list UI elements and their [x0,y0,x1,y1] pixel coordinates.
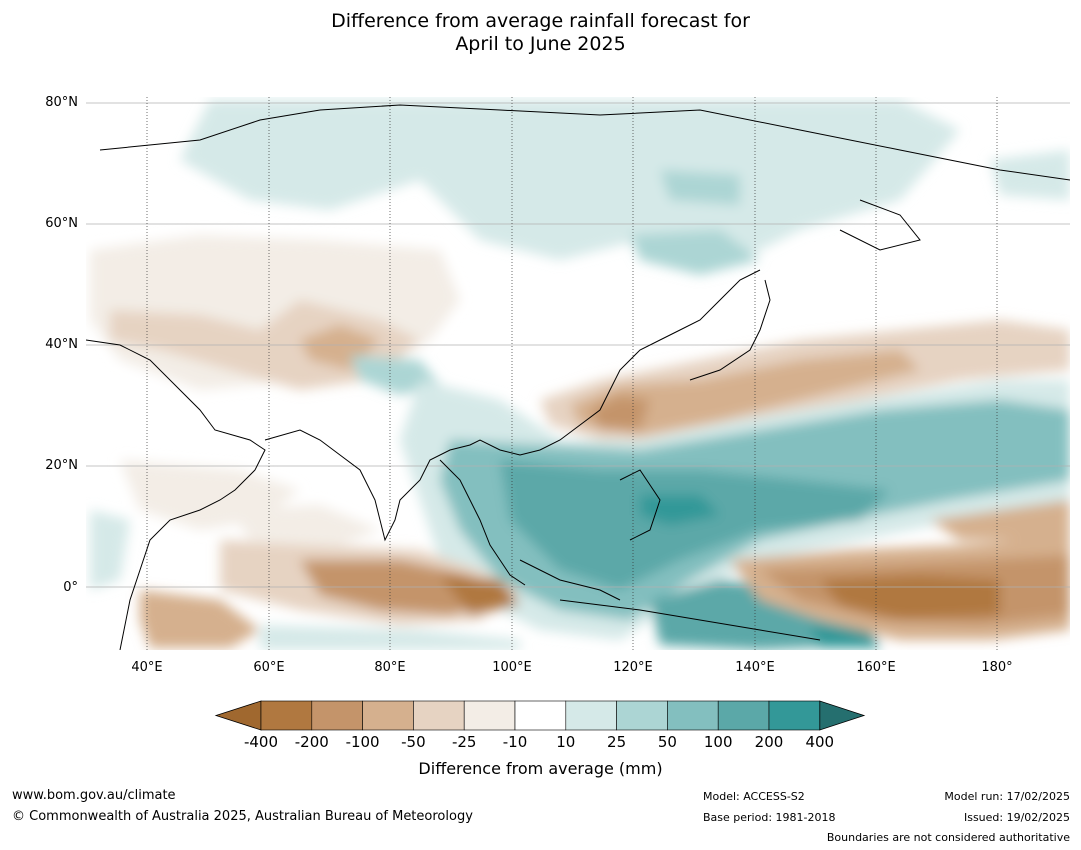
colorbar-segment [565,700,617,731]
coastlines [86,104,1070,650]
colorbar-tick-label: -400 [243,733,279,751]
colorbar-tick-label: -50 [401,733,426,751]
rainfall-map [86,97,1070,650]
colorbar-tick-label: -25 [451,733,477,751]
colorbar-segment [413,700,465,731]
colorbar-tick-label: 50 [657,733,677,751]
lon-label-40e: 40°E [131,660,163,675]
model-run-text: Model run: 17/02/2025 [944,790,1070,803]
colorbar-segment [463,700,516,731]
colorbar [214,700,866,731]
lon-label-120e: 120°E [613,660,653,675]
lon-label-80e: 80°E [374,660,406,675]
colorbar-segment [260,700,313,731]
colorbar-segment [667,700,719,731]
map-area: 80°N 60°N 40°N 20°N 0° 40°E 60°E 80°E 10… [45,95,1070,675]
map-title: Difference from average rainfall forecas… [0,10,1081,56]
colorbar-arrow-low [214,700,262,731]
colorbar-tick-label: -100 [345,733,380,751]
colorbar-segment [717,700,770,731]
lon-label-140e: 140°E [735,660,775,675]
colorbar-title: Difference from average (mm) [418,759,663,778]
colorbar-segment [362,700,414,731]
issued-text: Issued: 19/02/2025 [963,811,1070,824]
lon-label-100e: 100°E [492,660,532,675]
disclaimer-text: Boundaries are not considered authoritat… [826,831,1070,844]
colorbar-tick-label: -10 [502,733,528,751]
model-text: Model: ACCESS-S2 [703,790,805,803]
lat-label-0: 0° [63,580,78,595]
lat-label-60n: 60°N [45,216,78,231]
colorbar-arrow-high [819,700,866,731]
title-line-2: April to June 2025 [455,33,626,55]
colorbar-tick-label: -200 [294,733,329,751]
lon-label-60e: 60°E [253,660,285,675]
lat-label-20n: 20°N [45,458,78,473]
base-period-text: Base period: 1981-2018 [703,811,836,824]
colorbar-tick-label: 200 [754,733,784,751]
colorbar-tick-label: 10 [556,733,576,751]
lon-label-180: 180° [981,660,1013,675]
anomaly-field [86,97,1070,650]
copyright-text: © Commonwealth of Australia 2025, Austra… [12,809,473,824]
lat-label-80n: 80°N [45,95,78,110]
latitude-gridlines [86,102,1070,588]
lon-label-160e: 160°E [856,660,896,675]
colorbar-segment [768,700,821,731]
colorbar-tick-label: 100 [703,733,733,751]
colorbar-segment [514,700,567,731]
colorbar-segment [311,700,363,731]
colorbar-segment [616,700,668,731]
colorbar-tick-label: 25 [607,733,627,751]
title-line-1: Difference from average rainfall forecas… [331,10,750,32]
longitude-gridlines [146,97,998,650]
colorbar-tick-label: 400 [805,733,835,751]
website-link[interactable]: www.bom.gov.au/climate [12,788,176,803]
lat-label-40n: 40°N [45,337,78,352]
